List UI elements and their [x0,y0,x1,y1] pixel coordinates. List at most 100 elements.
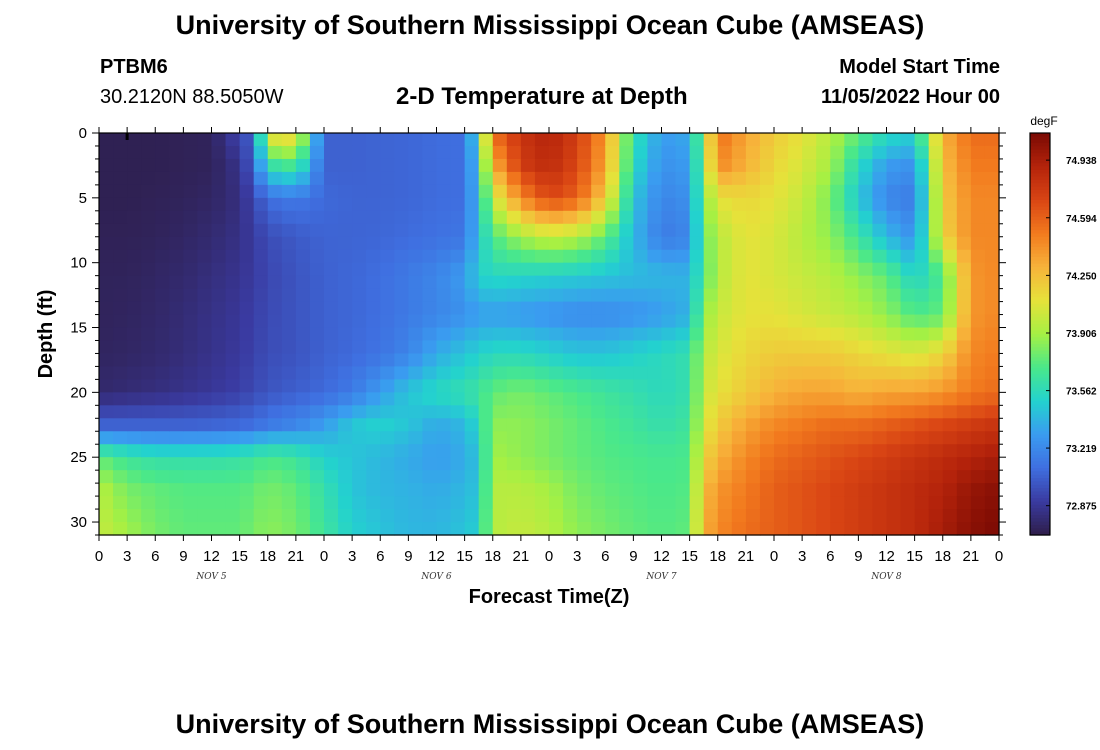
heatmap-cell [802,288,817,303]
heatmap-cell [942,184,958,199]
heatmap-cell [858,496,874,510]
heatmap-cell [816,431,831,445]
heatmap-cell [338,327,353,342]
colorbar-swatch [1030,143,1050,147]
heatmap-cell [155,457,170,471]
heatmap-cell [802,158,817,173]
colorbar-swatch [1030,176,1050,181]
heatmap-cell [408,210,424,225]
heatmap-cell [830,379,845,393]
heatmap-cell [478,353,494,368]
heatmap-cell [506,483,522,497]
heatmap-cell [338,249,353,264]
heatmap-cell [774,496,789,510]
heatmap-cell [534,249,550,264]
heatmap-cell [267,223,283,238]
colorbar-swatch [1030,417,1050,422]
heatmap-cell [956,249,972,264]
heatmap-cell [295,288,311,303]
heatmap-cell [267,158,283,173]
heatmap-cell [295,392,311,406]
heatmap-cell [478,171,494,186]
heatmap-cell [858,184,874,199]
heatmap-cell [830,327,845,342]
model-start-label: Model Start Time [839,56,1000,78]
heatmap-cell [928,522,944,536]
heatmap-cell [816,483,831,497]
heatmap-cell [759,418,775,432]
heatmap-cell [563,197,578,212]
heatmap-cell [914,197,930,212]
heatmap-cell [324,197,339,212]
heatmap-cell [914,353,930,368]
heatmap-cell [338,158,353,173]
heatmap-cell [352,249,367,264]
heatmap-cell [703,418,719,432]
heatmap-cell [141,301,156,316]
heatmap-cell [211,457,227,471]
heatmap-cell [788,314,803,329]
heatmap-cell [872,301,888,316]
colorbar-swatch [1030,451,1050,456]
heatmap-cell [464,133,480,147]
heatmap-cell [436,288,452,303]
heatmap-cell [942,197,958,212]
heatmap-cell [788,444,803,458]
heatmap-cell [802,392,817,406]
heatmap-cell [745,288,761,303]
heatmap-cell [492,457,508,471]
heatmap-cell [464,405,480,419]
heatmap-cell [534,483,550,497]
heatmap-cell [591,366,606,380]
heatmap-cell [886,171,902,186]
heatmap-cell [324,223,339,238]
heatmap-cell [309,288,325,303]
heatmap-cell [394,145,409,160]
heatmap-cell [239,457,255,471]
heatmap-cell [99,301,114,316]
heatmap-cell [267,171,283,186]
heatmap-cell [830,275,845,290]
heatmap-cell [225,210,241,225]
heatmap-cell [338,366,353,380]
heatmap-cell [338,431,353,445]
heatmap-cell [633,379,649,393]
heatmap-cell [267,366,283,380]
heatmap-cell [338,210,353,225]
heatmap-cell [281,340,297,355]
heatmap-cell [970,483,986,497]
heatmap-cell [689,262,705,277]
heatmap-cell [436,223,452,238]
heatmap-cell [366,457,381,471]
heatmap-cell [127,133,142,147]
heatmap-cell [647,431,663,445]
heatmap-cell [422,314,438,329]
heatmap-cell [647,509,663,523]
heatmap-cell [689,418,705,432]
heatmap-cell [324,392,339,406]
heatmap-cell [534,431,550,445]
heatmap-cell [352,405,367,419]
heatmap-cell [309,431,325,445]
heatmap-cell [858,366,874,380]
heatmap-cell [970,184,986,199]
heatmap-cell [99,522,114,536]
heatmap-cell [633,236,649,251]
heatmap-cell [127,184,142,199]
heatmap-cell [633,262,649,277]
heatmap-cell [352,301,367,316]
heatmap-cell [984,392,1000,406]
heatmap-cell [872,340,888,355]
heatmap-cell [127,353,142,368]
heatmap-cell [267,405,283,419]
heatmap-cell [506,444,522,458]
heatmap-cell [380,405,395,419]
y-tick-label: 20 [70,384,87,401]
heatmap-cell [492,133,508,147]
heatmap-cell [478,133,494,147]
heatmap-cell [675,353,691,368]
heatmap-cell [506,249,522,264]
heatmap-cell [549,418,564,432]
heatmap-cell [239,418,255,432]
colorbar-swatch [1030,146,1050,151]
